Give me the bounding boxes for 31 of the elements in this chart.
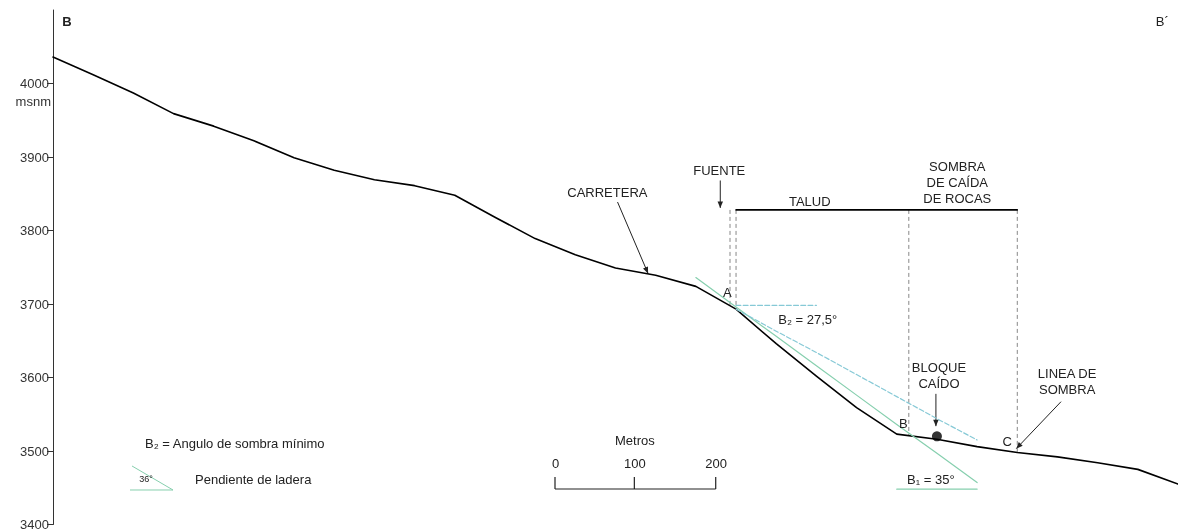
annotation: 0 <box>551 455 560 471</box>
y-tick-label: 3600 <box>20 370 49 385</box>
y-tick-label: 3900 <box>20 149 49 165</box>
annotation: 100 <box>623 455 646 471</box>
annotation: B₁ = 35° <box>907 472 955 488</box>
annotation: Metros <box>614 433 656 449</box>
annotation: B´ <box>1155 14 1169 30</box>
y-axis-title: msnm <box>15 94 51 109</box>
annotation: B <box>899 415 908 431</box>
y-tick-label: 3400 <box>20 517 49 531</box>
annotation: CARRETERA <box>567 184 648 200</box>
y-tick-label: 3800 <box>20 223 49 238</box>
annotation: C <box>1002 434 1012 450</box>
annotation: 36° <box>139 473 154 484</box>
annotation: SOMBRA DE CAÍDA DE ROCAS <box>923 159 992 207</box>
line-series <box>735 308 978 441</box>
y-tick-label: 3700 <box>20 296 49 312</box>
annotation: B <box>62 14 72 30</box>
line-series <box>695 276 978 484</box>
annotation: B₂ = 27,5° <box>778 311 838 327</box>
annotation: LINEA DE SOMBRA <box>1037 366 1097 398</box>
annotation: 200 <box>705 455 728 471</box>
y-tick-label: 4000 <box>20 76 49 91</box>
annotation: TALUD <box>788 193 831 209</box>
y-tick-label: 3500 <box>20 443 49 459</box>
annotation: Pendiente de ladera <box>195 472 313 488</box>
annotation: B₂ = Angulo de sombra mínimo <box>145 436 325 452</box>
line-series <box>52 56 1178 485</box>
annotation: FUENTE <box>693 163 746 179</box>
annotation: A <box>723 284 733 300</box>
annotation: BLOQUE CAÍDO <box>911 360 967 392</box>
